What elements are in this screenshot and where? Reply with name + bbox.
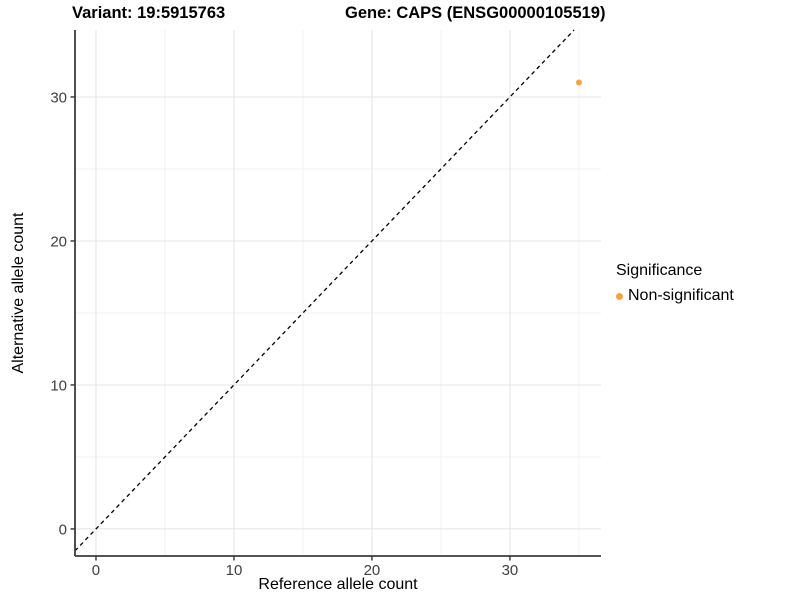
legend: Significance Non-significant: [616, 262, 734, 305]
y-tick-label: 0: [59, 521, 67, 538]
y-tick-label: 20: [50, 233, 67, 250]
legend-entry-label: Non-significant: [628, 287, 734, 304]
y-axis-title: Alternative allele count: [10, 212, 27, 374]
plot-title-gene: Gene: CAPS (ENSG00000105519): [345, 4, 606, 22]
x-tick-label: 30: [502, 562, 519, 579]
legend-title: Significance: [616, 262, 703, 279]
legend-point-icon: [616, 292, 623, 300]
identity-dashed-line: [74, 29, 575, 552]
x-axis-title: Reference allele count: [258, 576, 418, 593]
plot-title-variant: Variant: 19:5915763: [72, 4, 226, 22]
data-point: [575, 79, 582, 86]
x-tick-label: 20: [364, 562, 381, 579]
y-tick-label: 10: [50, 377, 67, 394]
x-tick-label: 10: [226, 562, 243, 579]
legend-entry: Non-significant: [616, 287, 734, 305]
y-tick-label: 30: [50, 89, 67, 106]
x-tick-label: 0: [92, 562, 100, 579]
